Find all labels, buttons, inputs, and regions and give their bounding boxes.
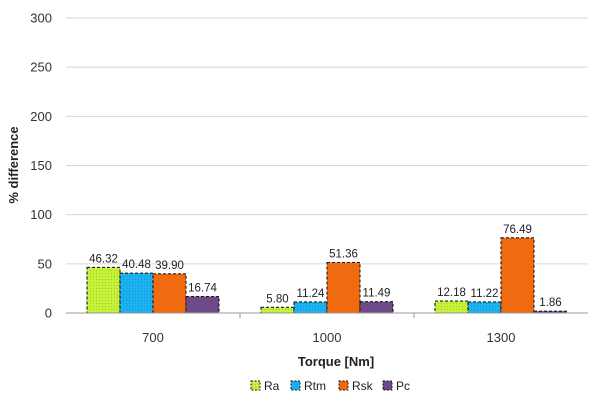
legend-item-ra: Ra: [250, 379, 280, 393]
bar-pattern: [294, 301, 327, 313]
y-tick-label: 100: [30, 207, 52, 222]
y-axis-ticks: 0 50 100 150 200 250 300: [30, 11, 52, 321]
data-label: 11.22: [471, 288, 499, 300]
bar-rsk-1000: [326, 261, 361, 314]
bars: 46.32 40.48 39.90 16.74 5.80 11.24 51.36 11.49 1…: [86, 224, 568, 314]
bar-rsk-700: [152, 273, 187, 314]
x-tick-label: 700: [142, 330, 164, 345]
data-label: 16.74: [188, 283, 217, 295]
y-tick-label: 200: [30, 109, 52, 124]
data-label: 76.49: [503, 224, 532, 236]
legend-label: Rtm: [304, 379, 326, 393]
y-tick-label: 250: [30, 60, 52, 75]
legend-label: Pc: [396, 379, 410, 393]
data-label: 11.49: [363, 288, 391, 300]
y-tick-label: 150: [30, 158, 52, 173]
y-tick-label: 50: [38, 256, 52, 271]
x-axis: [66, 312, 588, 318]
legend-item-rtm: Rtm: [290, 379, 326, 393]
legend-swatch: [338, 380, 349, 391]
y-axis-title: % difference: [6, 126, 21, 203]
legend-label: Ra: [264, 379, 280, 393]
bar-pc-1000: [359, 301, 394, 314]
legend-swatch-pattern: [291, 381, 300, 390]
legend-swatch-pattern: [251, 381, 260, 390]
y-tick-label: 0: [45, 306, 52, 321]
bar-rsk-1300: [500, 237, 535, 314]
bar-pattern: [468, 301, 501, 313]
data-label: 5.80: [266, 293, 288, 305]
data-label: 51.36: [329, 248, 358, 260]
bar-pattern: [435, 301, 468, 313]
legend-swatch: [382, 380, 393, 391]
x-tick-label: 1000: [313, 330, 342, 345]
bar-pattern: [120, 273, 153, 313]
bar-pattern: [87, 267, 120, 313]
x-tick-label: 1300: [487, 330, 516, 345]
y-tick-label: 300: [30, 11, 52, 26]
data-label: 39.90: [155, 260, 184, 272]
x-axis-ticks: 700 1000 1300: [142, 330, 515, 345]
bar-pc-700: [185, 295, 220, 314]
legend-label: Rsk: [352, 379, 374, 393]
data-label: 1.86: [539, 297, 561, 309]
data-label: 46.32: [89, 253, 118, 265]
data-label: 11.24: [297, 288, 326, 300]
bar-pattern: [261, 307, 294, 313]
legend: Ra Rtm Rsk Pc: [250, 379, 410, 393]
data-label: 40.48: [122, 259, 151, 271]
data-label: 12.18: [437, 287, 466, 299]
legend-item-rsk: Rsk: [338, 379, 374, 393]
x-axis-title: Torque [Nm]: [298, 354, 374, 369]
legend-item-pc: Pc: [382, 379, 410, 393]
